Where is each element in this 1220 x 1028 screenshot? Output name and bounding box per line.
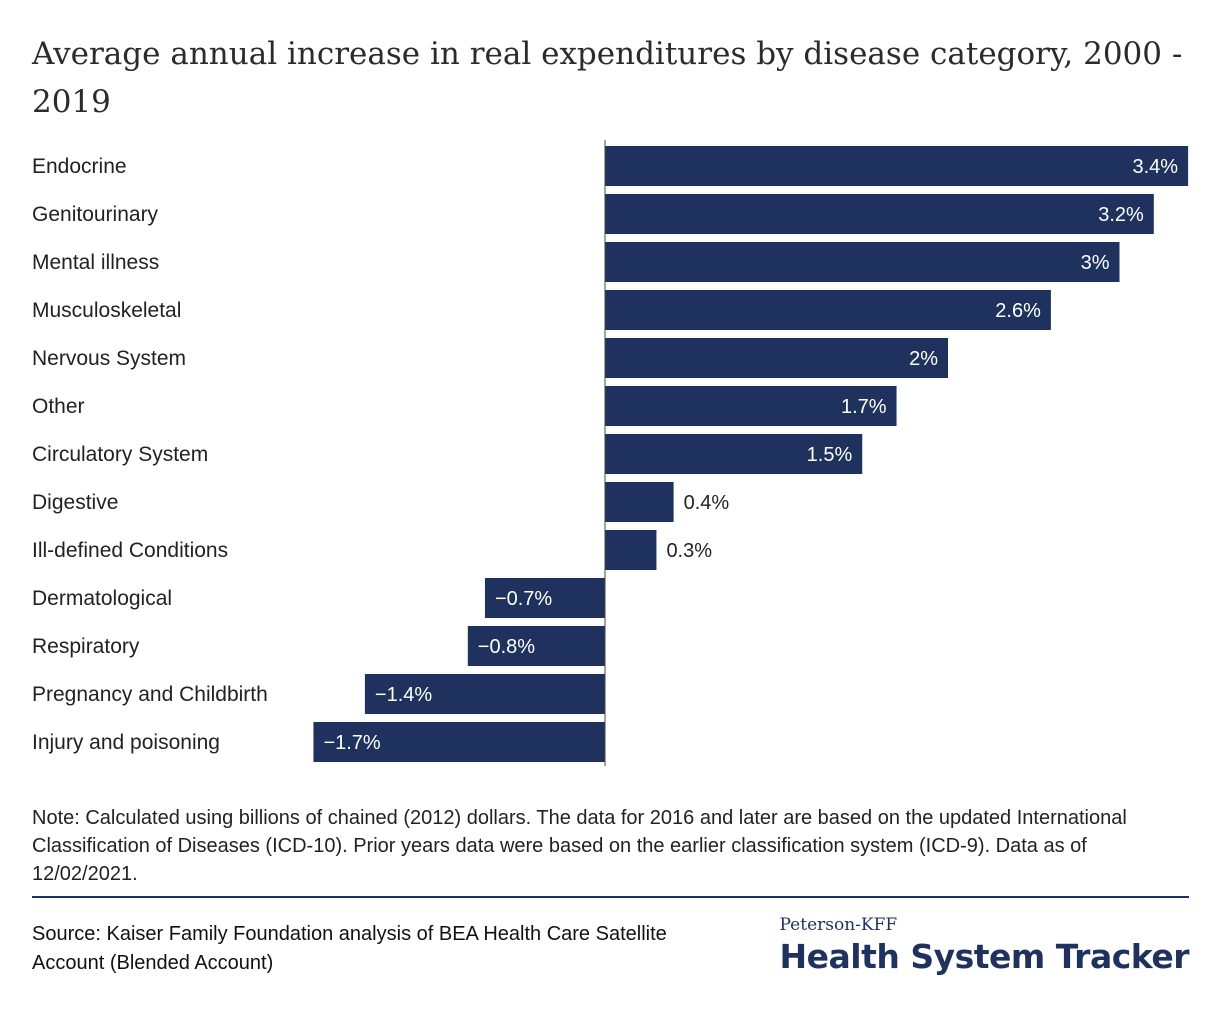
value-label: 3.4% <box>1133 156 1179 178</box>
category-label: Endocrine <box>32 155 127 178</box>
value-label: 3.2% <box>1098 204 1144 226</box>
brand-big-text: Health System Tracker <box>779 937 1190 976</box>
bar <box>605 290 1051 330</box>
category-label: Mental illness <box>32 251 159 274</box>
category-label: Ill-defined Conditions <box>32 539 228 562</box>
category-label: Digestive <box>32 491 118 514</box>
value-label: 2.6% <box>995 300 1041 322</box>
bar <box>467 626 605 666</box>
bar <box>484 578 605 618</box>
category-label: Musculoskeletal <box>32 299 181 322</box>
bar <box>605 338 948 378</box>
category-label: Injury and poisoning <box>32 731 220 754</box>
value-label: 1.7% <box>841 396 887 418</box>
value-label: 0.3% <box>666 540 712 562</box>
brand-logo: Peterson-KFF Health System Tracker <box>780 914 1190 978</box>
category-label: Genitourinary <box>32 203 159 226</box>
bar <box>313 722 605 762</box>
bar <box>605 434 863 474</box>
category-label: Pregnancy and Childbirth <box>32 683 268 706</box>
value-label: 1.5% <box>807 444 853 466</box>
bar <box>605 242 1120 282</box>
value-label: −0.8% <box>478 636 535 658</box>
chart-note: Note: Calculated using billions of chain… <box>32 807 1127 885</box>
value-label: 0.4% <box>684 492 730 514</box>
chart-source: Source: Kaiser Family Foundation analysi… <box>32 923 667 974</box>
bar <box>605 194 1154 234</box>
bar <box>605 146 1189 186</box>
bar <box>364 674 605 714</box>
divider <box>32 896 1189 898</box>
value-label: −1.4% <box>375 684 432 706</box>
category-label: Respiratory <box>32 635 140 658</box>
chart-title: Average annual increase in real expendit… <box>32 36 1183 120</box>
value-label: 3% <box>1081 252 1110 274</box>
bar <box>605 482 674 522</box>
category-label: Dermatological <box>32 587 172 610</box>
brand-small-text: Peterson-KFF <box>779 915 898 935</box>
category-label: Circulatory System <box>32 443 208 466</box>
bar-chart: Endocrine 3.4% Genitourinary 3.2% Mental ill… <box>32 140 1189 766</box>
value-label: −0.7% <box>495 588 552 610</box>
category-label: Other <box>32 395 85 418</box>
bar <box>605 386 897 426</box>
bar <box>605 530 657 570</box>
value-label: 2% <box>909 348 938 370</box>
category-label: Nervous System <box>32 347 186 370</box>
value-label: −1.7% <box>323 732 380 754</box>
